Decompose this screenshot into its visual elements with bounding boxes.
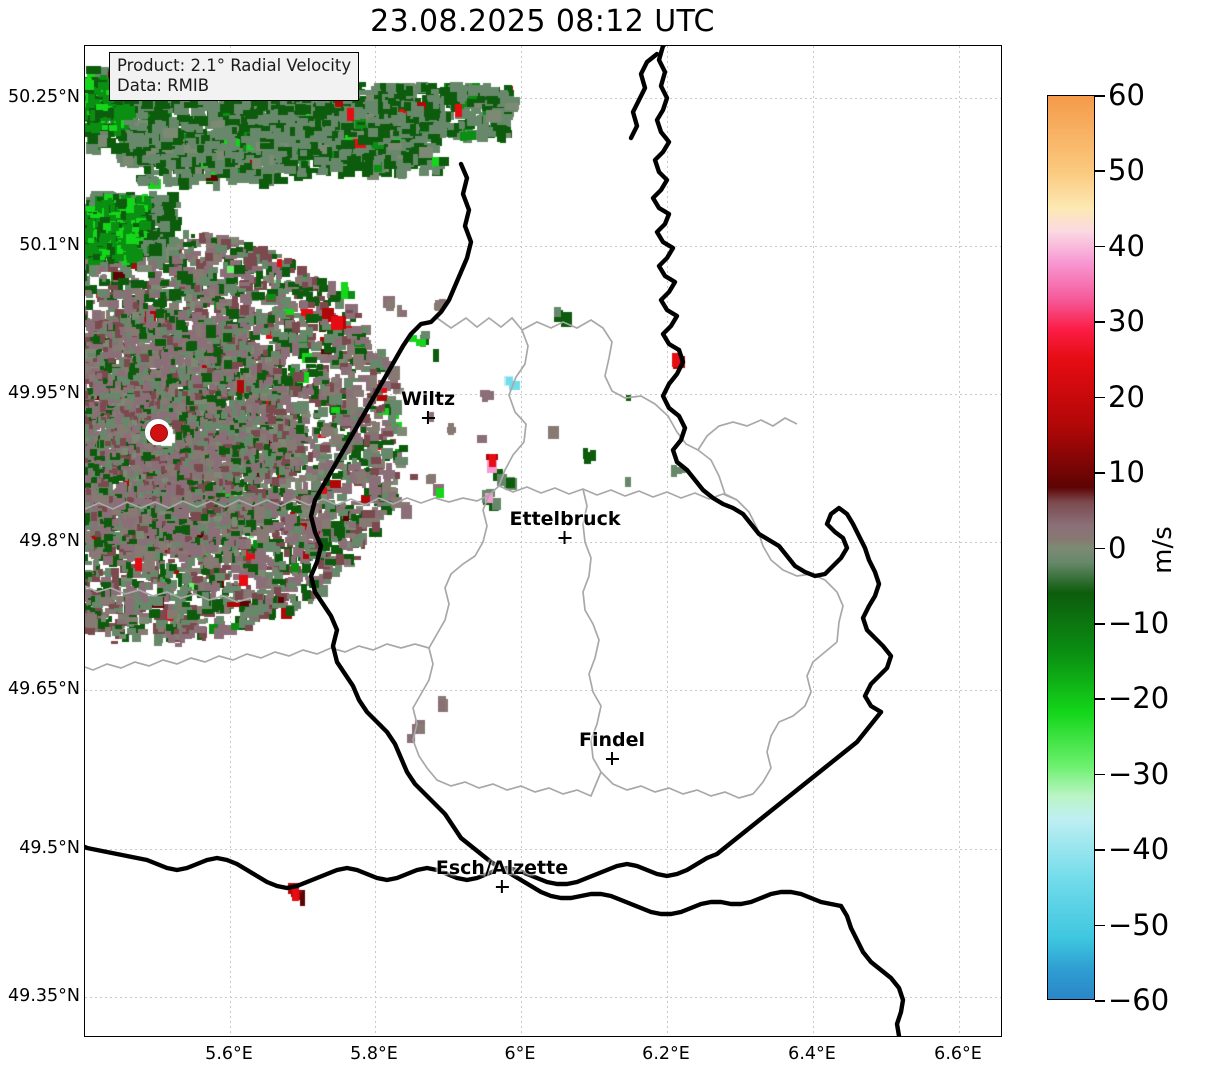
colorbar-unit-label: m/s xyxy=(1148,526,1178,574)
product-info-box: Product: 2.1° Radial Velocity Data: RMIB xyxy=(109,52,360,102)
colorbar-label--30: −30 xyxy=(1108,756,1170,791)
y-tick-49.65: 49.65°N xyxy=(8,679,80,699)
colorbar-tick--60 xyxy=(1095,1000,1105,1002)
colorbar-label--10: −10 xyxy=(1108,605,1170,640)
map-plot-area[interactable]: Wiltz Ettelbruck Findel Esch/Alzette Pro… xyxy=(84,45,1002,1037)
page-title: 23.08.2025 08:12 UTC xyxy=(370,4,715,39)
colorbar-label--40: −40 xyxy=(1108,832,1170,867)
colorbar-gradient xyxy=(1048,96,1094,999)
city-label-esch-alzette[interactable]: Esch/Alzette xyxy=(436,857,568,893)
y-tick-49.8: 49.8°N xyxy=(19,531,80,551)
colorbar-tick--20 xyxy=(1095,698,1105,700)
colorbar-tick-40 xyxy=(1095,245,1105,248)
x-tick-6.0: 6°E xyxy=(504,1044,536,1064)
city-marker-icon xyxy=(605,752,619,765)
colorbar-tick-50 xyxy=(1095,170,1105,172)
colorbar-tick--30 xyxy=(1095,773,1105,776)
city-marker-icon xyxy=(558,531,572,544)
velocity-colorbar[interactable] xyxy=(1047,95,1095,1000)
colorbar-label-60: 60 xyxy=(1108,78,1145,112)
colorbar-label-50: 50 xyxy=(1108,153,1145,188)
colorbar-tick--40 xyxy=(1095,849,1105,851)
colorbar-label-30: 30 xyxy=(1108,304,1145,339)
colorbar-tick--50 xyxy=(1095,924,1105,927)
info-product-line: Product: 2.1° Radial Velocity xyxy=(117,56,352,75)
colorbar-label-10: 10 xyxy=(1108,455,1145,490)
colorbar-label-0: 0 xyxy=(1108,530,1127,565)
x-tick-6.2: 6.2°E xyxy=(642,1044,690,1064)
map-borders-layer xyxy=(85,46,906,1036)
radar-echo-layer xyxy=(85,46,1001,1036)
y-tick-49.95: 49.95°N xyxy=(8,383,80,403)
city-label-ettelbruck[interactable]: Ettelbruck xyxy=(510,508,620,544)
canton-boundaries xyxy=(85,316,844,799)
colorbar-tick-10 xyxy=(1095,472,1105,474)
colorbar-label--50: −50 xyxy=(1108,907,1170,942)
national-borders xyxy=(85,46,906,1036)
colorbar-tick-60 xyxy=(1095,95,1105,97)
colorbar-tick-30 xyxy=(1095,321,1105,323)
colorbar-label--20: −20 xyxy=(1108,681,1170,716)
colorbar-tick--10 xyxy=(1095,622,1105,625)
colorbar-tick-20 xyxy=(1095,396,1105,399)
y-tick-50.25: 50.25°N xyxy=(8,87,80,107)
city-marker-icon xyxy=(421,411,435,424)
colorbar-label-40: 40 xyxy=(1108,228,1145,263)
x-tick-5.8: 5.8°E xyxy=(350,1044,398,1064)
y-tick-49.35: 49.35°N xyxy=(8,986,80,1006)
radar-site-dot xyxy=(150,424,168,442)
colorbar-label--60: −60 xyxy=(1108,983,1170,1017)
colorbar-label-20: 20 xyxy=(1108,379,1145,414)
city-label-findel[interactable]: Findel xyxy=(579,729,645,765)
x-tick-5.6: 5.6°E xyxy=(205,1044,253,1064)
y-tick-49.5: 49.5°N xyxy=(19,838,80,858)
info-data-line: Data: RMIB xyxy=(117,76,210,96)
map-canvas: Wiltz Ettelbruck Findel Esch/Alzette Pro… xyxy=(85,46,1001,1036)
city-marker-icon xyxy=(495,880,509,893)
city-label-wiltz[interactable]: Wiltz xyxy=(401,388,455,424)
y-tick-50.1: 50.1°N xyxy=(19,235,80,255)
x-tick-6.4: 6.4°E xyxy=(788,1044,836,1064)
x-tick-6.6: 6.6°E xyxy=(934,1044,982,1064)
colorbar-tick-0 xyxy=(1095,547,1105,550)
